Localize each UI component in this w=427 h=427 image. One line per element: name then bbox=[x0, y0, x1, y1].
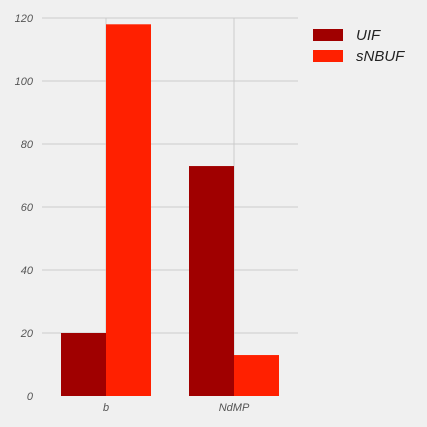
bar-uif-b bbox=[61, 333, 106, 396]
y-tick-label: 40 bbox=[21, 265, 34, 277]
x-axis: b NdMP bbox=[103, 402, 250, 414]
bar-snbuf-ndmp bbox=[234, 355, 279, 396]
y-tick-label: 60 bbox=[21, 202, 34, 214]
bar-uif-ndmp bbox=[189, 166, 234, 396]
bar-group bbox=[61, 24, 279, 397]
y-axis: 0 20 40 60 80 100 120 bbox=[15, 13, 34, 403]
y-tick-label: 20 bbox=[20, 328, 34, 340]
legend-swatch bbox=[313, 50, 343, 62]
legend-label: UIF bbox=[356, 27, 381, 44]
legend: UIF sNBUF bbox=[313, 27, 405, 65]
legend-label: sNBUF bbox=[356, 48, 405, 65]
x-tick-label: NdMP bbox=[219, 402, 250, 414]
y-tick-label: 0 bbox=[27, 391, 34, 403]
bar-snbuf-b bbox=[106, 24, 151, 397]
y-tick-label: 100 bbox=[15, 76, 34, 88]
legend-swatch bbox=[313, 29, 343, 41]
y-tick-label: 80 bbox=[21, 139, 34, 151]
x-tick-label: b bbox=[103, 402, 109, 414]
y-tick-label: 120 bbox=[15, 13, 34, 25]
